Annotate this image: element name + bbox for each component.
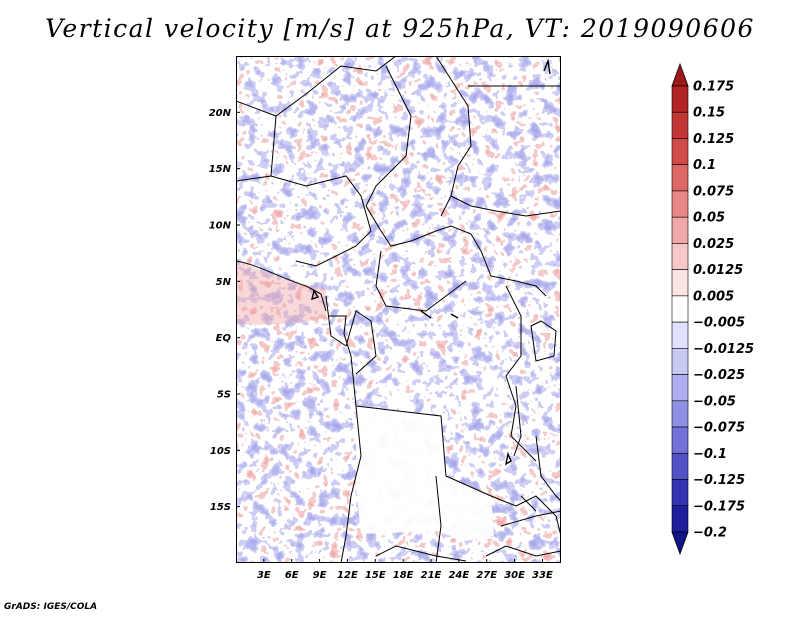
lon-tick-label: 27E (476, 570, 497, 581)
colorbar-label: −0.2 (693, 526, 727, 541)
colorbar-segment (671, 374, 689, 402)
colorbar-segment (671, 348, 689, 375)
colorbar-segment (671, 85, 689, 113)
colorbar-label: −0.025 (693, 368, 745, 383)
colorbar: 0.175 0.15 0.125 0.1 0.075 0.05 0.025 0.0125 0.0… (671, 62, 754, 556)
colorbar-segment (671, 111, 689, 139)
colorbar-label: 0.005 (693, 289, 734, 304)
colorbar-segment (671, 216, 689, 244)
lat-tick-label: 10S (210, 446, 231, 457)
colorbar-segment (671, 321, 689, 349)
lon-tick-label: 33E (532, 570, 553, 581)
colorbar-label: 0.1 (693, 158, 716, 173)
colorbar-label: −0.0125 (693, 342, 754, 357)
lon-tick-label: 12E (337, 570, 358, 581)
colorbar-label: 0.175 (693, 80, 734, 95)
map-frame (236, 56, 561, 563)
colorbar-label: −0.05 (693, 394, 736, 409)
lon-tick-label: 21E (421, 570, 442, 581)
colorbar-label: 0.05 (693, 211, 725, 226)
colorbar-max-arrow (671, 62, 689, 87)
colorbar-label: −0.125 (693, 473, 745, 488)
colorbar-segment (671, 400, 689, 428)
lon-tick-label: 9E (313, 570, 327, 581)
footer-credit: GrADS: IGES/COLA (4, 602, 98, 612)
vertical-velocity-field (236, 56, 561, 563)
lat-tick-label: 20N (209, 108, 232, 119)
colorbar-segment (671, 479, 689, 507)
lon-tick-label: 3E (257, 570, 271, 581)
colorbar-segment (671, 243, 689, 270)
colorbar-label: 0.0125 (693, 263, 743, 278)
colorbar-segment (671, 138, 689, 166)
map-axes (236, 56, 561, 563)
colorbar-segment (671, 452, 689, 480)
lon-tick-label: 6E (285, 570, 299, 581)
map-panel (236, 56, 561, 563)
colorbar-segment (671, 190, 689, 218)
chart-title: Vertical velocity [m/s] at 925hPa, VT: 2… (45, 14, 755, 43)
lat-tick-label: EQ (216, 333, 232, 344)
colorbar-segment (671, 164, 689, 192)
lat-tick-label: 5N (216, 277, 232, 288)
colorbar-segment (671, 426, 689, 454)
colorbar-segment (671, 295, 689, 323)
lon-tick-label: 24E (448, 570, 469, 581)
lon-tick-label: 30E (504, 570, 525, 581)
colorbar-segment (671, 269, 689, 297)
colorbar-label: 0.075 (693, 184, 734, 199)
colorbar-label: 0.125 (693, 132, 734, 147)
lat-tick-label: 15N (209, 164, 232, 175)
colorbar-label: 0.025 (693, 237, 734, 252)
lat-tick-label: 15S (210, 502, 231, 513)
colorbar-label: 0.15 (693, 106, 725, 121)
colorbar-label: −0.005 (693, 316, 745, 331)
country-borders (236, 56, 561, 563)
colorbar-label: −0.1 (693, 447, 727, 462)
lon-tick-label: 18E (393, 570, 414, 581)
colorbar-label: −0.175 (693, 499, 745, 514)
colorbar-min-arrow (671, 531, 689, 556)
lat-tick-label: 10N (209, 221, 232, 232)
lat-tick-label: 5S (217, 390, 231, 401)
calm-region (356, 406, 494, 541)
lon-tick-label: 15E (365, 570, 386, 581)
colorbar-segment (671, 505, 689, 533)
colorbar-label: −0.075 (693, 421, 745, 436)
